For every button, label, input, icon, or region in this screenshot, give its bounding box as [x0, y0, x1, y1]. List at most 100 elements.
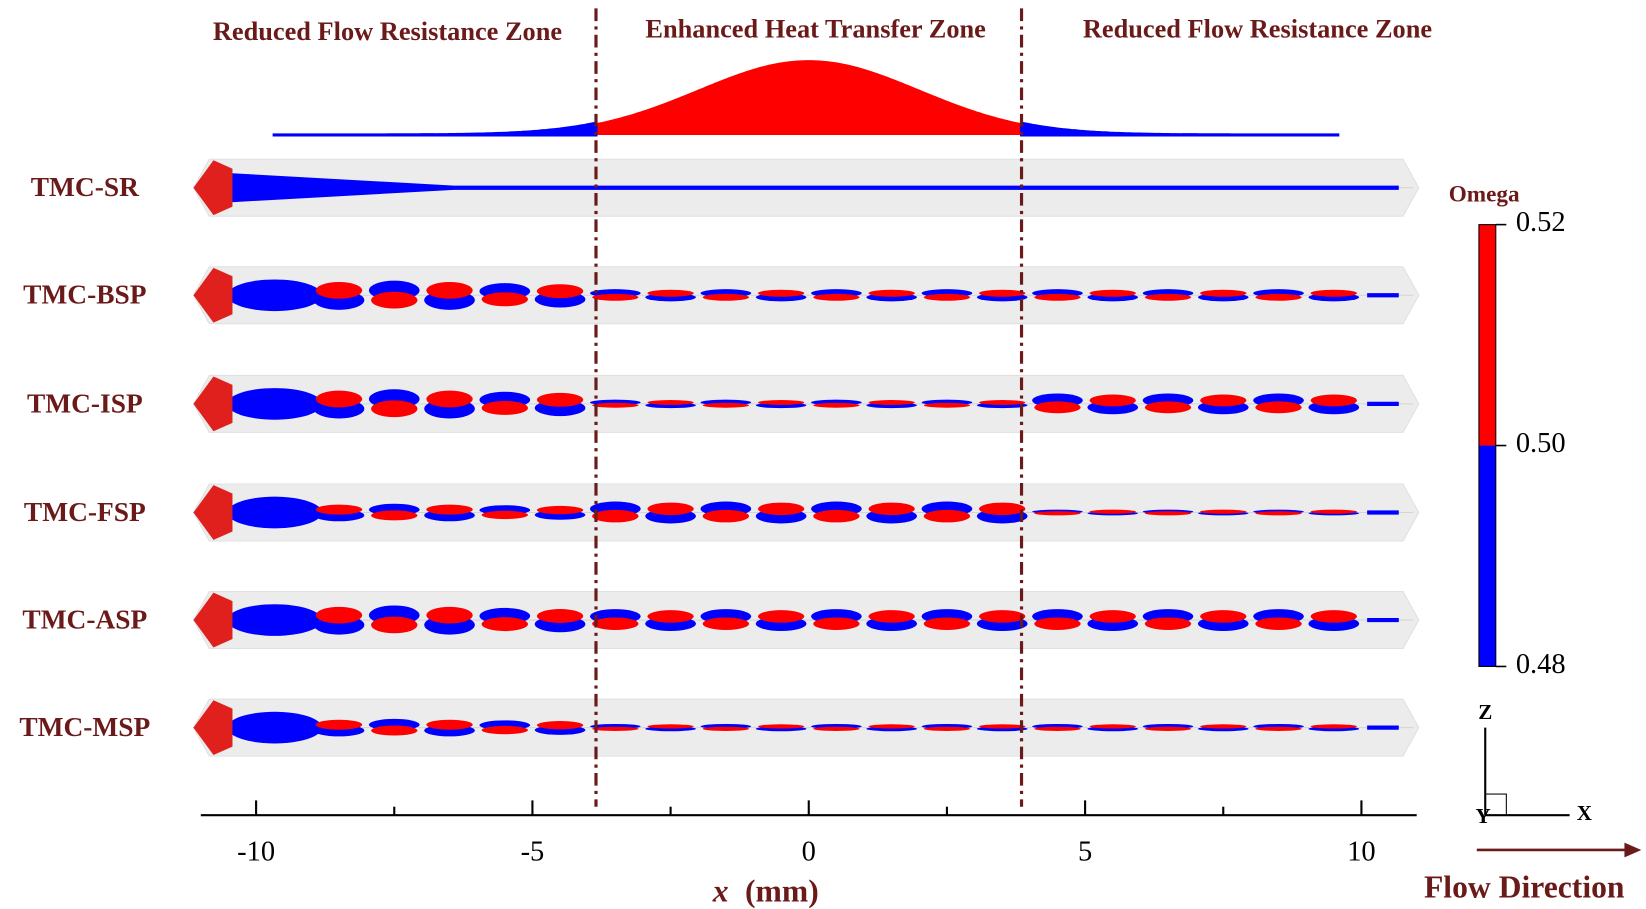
vortex — [702, 293, 750, 301]
vortex — [426, 390, 473, 408]
vortex — [978, 724, 1026, 729]
vortex — [868, 400, 915, 405]
vortex — [426, 504, 473, 515]
vortex — [371, 725, 418, 736]
flow-label: Flow Direction — [1424, 869, 1625, 904]
vortex — [481, 725, 528, 735]
x-axis-unit: (mm) — [745, 874, 819, 909]
inlet — [193, 700, 233, 756]
colorbar-tick-label: 0.50 — [1516, 428, 1566, 459]
vortex — [1255, 511, 1302, 516]
vortex — [371, 510, 418, 521]
row-label: TMC-ISP — [27, 388, 143, 418]
x-axis-variable: x — [712, 874, 729, 909]
vortex — [536, 284, 584, 299]
vortex — [1034, 293, 1081, 301]
vortex — [481, 617, 528, 632]
vortex — [813, 726, 860, 731]
vortex — [1200, 610, 1247, 623]
vortex — [757, 289, 805, 297]
vortex — [1310, 509, 1357, 514]
vortex — [1310, 724, 1357, 729]
x-tick-label: 5 — [1078, 837, 1092, 868]
vortex — [1144, 293, 1192, 301]
vortex — [813, 293, 860, 301]
vortex — [868, 502, 915, 516]
triad-box — [1484, 793, 1507, 816]
vortex — [757, 610, 805, 623]
vortex — [1310, 610, 1357, 623]
vortex — [315, 606, 363, 624]
vortex — [426, 719, 473, 730]
vortex — [227, 604, 323, 636]
vortex — [1144, 401, 1192, 414]
vortex — [315, 282, 363, 299]
flow-arrowhead — [1624, 842, 1642, 858]
vortex — [426, 606, 473, 624]
heat-profile — [595, 60, 1022, 135]
vortex-tail — [227, 172, 1399, 203]
vortex — [868, 289, 915, 297]
vortex — [923, 617, 971, 630]
vortex — [1034, 726, 1081, 731]
vortex — [813, 617, 860, 630]
vortex — [868, 724, 915, 729]
vortex — [978, 289, 1026, 297]
vortex — [536, 721, 584, 730]
inlet — [193, 376, 233, 432]
vortex — [592, 509, 639, 523]
vortex — [536, 609, 584, 623]
vortex — [647, 610, 694, 623]
vortex — [1034, 511, 1081, 516]
vortex — [702, 726, 750, 731]
vortex — [481, 400, 528, 415]
vortex — [227, 711, 323, 744]
vortex — [702, 402, 750, 408]
vortex — [1034, 617, 1081, 630]
x-tick-label: 0 — [802, 837, 816, 868]
vortex — [1200, 724, 1247, 729]
vortex — [371, 616, 418, 634]
triad-label: X — [1577, 801, 1592, 825]
colorbar-high — [1478, 224, 1496, 446]
vortex — [1089, 610, 1136, 623]
vortex — [1089, 289, 1136, 297]
vortex — [1144, 511, 1192, 516]
vortex — [813, 402, 860, 408]
vortex — [1310, 394, 1357, 407]
triad-label: Z — [1478, 700, 1492, 724]
vortex — [702, 509, 750, 523]
vortex — [757, 724, 805, 729]
vortex — [1200, 394, 1247, 407]
vortex — [227, 279, 323, 312]
vortex — [1089, 509, 1136, 514]
profile-tail — [1019, 121, 1340, 137]
vortex — [315, 504, 363, 515]
zone-title: Enhanced Heat Transfer Zone — [645, 15, 986, 44]
vortex — [923, 293, 971, 301]
row-label: TMC-SR — [31, 172, 140, 202]
vortex — [647, 502, 694, 516]
colorbar-tick-label: 0.48 — [1516, 649, 1566, 680]
profile-tail — [272, 121, 598, 137]
vortex — [536, 392, 584, 407]
x-tick-label: 10 — [1347, 837, 1375, 868]
row-label: TMC-MSP — [19, 712, 150, 742]
vortex — [371, 291, 418, 309]
vortex — [592, 293, 639, 301]
row-label: TMC-BSP — [23, 280, 146, 310]
vortex — [315, 390, 363, 408]
vortex — [227, 388, 323, 420]
vortex — [647, 289, 694, 297]
vortex — [1200, 509, 1247, 514]
colorbar-low — [1478, 445, 1496, 667]
vortex — [227, 496, 323, 529]
vortex — [592, 402, 639, 408]
vortex — [1144, 726, 1192, 731]
triad-label: Y — [1476, 804, 1491, 828]
vortex — [1034, 401, 1081, 414]
vortex — [1200, 289, 1247, 297]
vortex — [757, 502, 805, 516]
